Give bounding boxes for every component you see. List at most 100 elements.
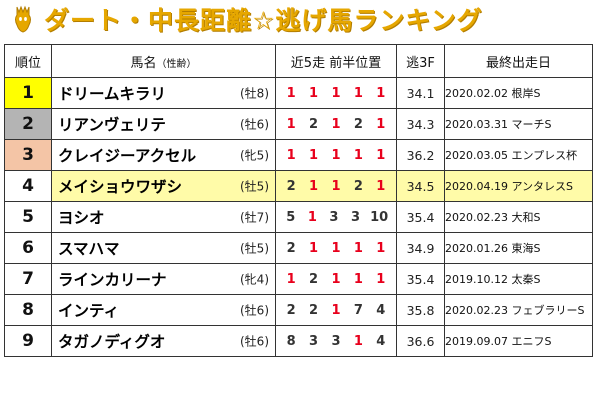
run-position: 2 [353,116,363,132]
run-position: 3 [329,209,339,225]
run-position: 1 [331,271,341,287]
table-row: 8 インティ (牡6) 2 2 1 7 4 35.8 2020.02.23 フェブラリーS [4,294,593,326]
horse-name-cell: ドリームキラリ (牡8) [51,77,276,109]
table-row: 6 スマハマ (牡5) 2 1 1 1 1 34.9 2020.01.26 東海S [4,232,593,264]
last-run-cell: 2020.04.19 アンタレスS [444,170,593,202]
last-run-cell: 2020.02.02 根岸S [444,77,593,109]
run-position: 2 [309,302,319,318]
run-position: 1 [331,85,341,101]
run-position: 1 [307,209,317,225]
header-rank: 順位 [4,44,52,78]
last-run-cell: 2019.10.12 太秦S [444,263,593,295]
run-position: 3 [309,333,319,349]
horse-name-cell: タガノディグオ (牡6) [51,325,276,357]
run-position: 1 [353,271,363,287]
rank-cell: 5 [4,201,52,233]
horse-sex-age: (牡6) [240,117,269,132]
horse-sex-age: (牡6) [240,303,269,318]
last-run-cell: 2020.01.26 東海S [444,232,593,264]
horse-name-cell: ラインカリーナ (牝4) [51,263,276,295]
header-name-sub: （性齢） [156,58,197,70]
horse-name: タガノディグオ [58,333,166,351]
table-row: 3 クレイジーアクセル (牝5) 1 1 1 1 1 36.2 2020.03.05 エンプレス杯 [4,139,593,171]
run-position: 1 [353,147,363,163]
last3f-cell: 36.6 [396,325,445,357]
run-position: 8 [286,333,296,349]
run-position: 1 [376,116,386,132]
run-position: 1 [376,240,386,256]
horse-name-cell: インティ (牡6) [51,294,276,326]
last3f-cell: 34.3 [396,108,445,140]
run-position: 4 [376,302,386,318]
table-row: 4 メイショウワザシ (牡5) 2 1 1 2 1 34.5 2020.04.19 アンタレスS [4,170,593,202]
run-position: 1 [376,85,386,101]
table-row: 5 ヨシオ (牡7) 5 1 3 3 10 35.4 2020.02.23 大和S [4,201,593,233]
page-title: ダート・中長距離☆逃げ馬ランキング [44,6,483,35]
horse-name: メイショウワザシ [58,178,183,196]
run-position: 1 [331,240,341,256]
horse-sex-age: (牡6) [240,334,269,349]
recent-runs-cell: 5 1 3 3 10 [275,201,397,233]
last3f-cell: 35.4 [396,201,445,233]
last3f-cell: 34.9 [396,232,445,264]
run-position: 1 [353,240,363,256]
run-position: 1 [309,147,319,163]
last3f-cell: 35.8 [396,294,445,326]
title-bar: ダート・中長距離☆逃げ馬ランキング [0,0,599,38]
horse-name-cell: ヨシオ (牡7) [51,201,276,233]
run-position: 2 [309,271,319,287]
horse-sex-age: (牝5) [240,148,269,163]
horse-sex-age: (牡5) [240,241,269,256]
run-position: 2 [286,302,296,318]
last3f-cell: 34.1 [396,77,445,109]
header-last3f: 逃3F [396,44,445,78]
horse-sex-age: (牝4) [240,272,269,287]
horse-name: スマハマ [58,240,120,258]
run-position: 1 [376,147,386,163]
run-position: 1 [309,85,319,101]
horse-name: ドリームキラリ [58,85,167,103]
horse-name-cell: リアンヴェリテ (牡6) [51,108,276,140]
last-run-cell: 2020.03.05 エンプレス杯 [444,139,593,171]
horse-name: リアンヴェリテ [58,116,166,134]
horse-sex-age: (牡5) [240,179,269,194]
run-position: 7 [353,302,363,318]
horse-sex-age: (牡7) [240,210,269,225]
run-position: 2 [353,178,363,194]
horse-name: ラインカリーナ [58,271,167,289]
last3f-cell: 35.4 [396,263,445,295]
rank-cell: 1 [4,77,52,109]
run-position: 1 [331,147,341,163]
table-row: 7 ラインカリーナ (牝4) 1 2 1 1 1 35.4 2019.10.12 太秦S [4,263,593,295]
header-recent-runs: 近5走 前半位置 [275,44,397,78]
rank-cell: 6 [4,232,52,264]
last-run-cell: 2020.02.23 大和S [444,201,593,233]
run-position: 1 [309,178,319,194]
rank-cell: 8 [4,294,52,326]
run-position: 1 [331,178,341,194]
run-position: 2 [309,116,319,132]
run-position: 1 [286,271,296,287]
header-last-run: 最終出走日 [444,44,593,78]
horse-name: ヨシオ [58,209,105,227]
run-position: 1 [286,85,296,101]
header-name-label: 馬名 [130,55,157,71]
rank-cell: 4 [4,170,52,202]
run-position: 4 [376,333,386,349]
table-header-row: 順位 馬名（性齢） 近5走 前半位置 逃3F 最終出走日 [4,44,593,78]
run-position: 3 [331,333,341,349]
run-position: 1 [376,271,386,287]
last3f-cell: 34.5 [396,170,445,202]
run-position: 5 [286,209,296,225]
horse-name: クレイジーアクセル [58,147,197,165]
run-position: 1 [309,240,319,256]
last3f-cell: 36.2 [396,139,445,171]
horse-name-cell: スマハマ (牡5) [51,232,276,264]
run-position: 1 [331,116,341,132]
